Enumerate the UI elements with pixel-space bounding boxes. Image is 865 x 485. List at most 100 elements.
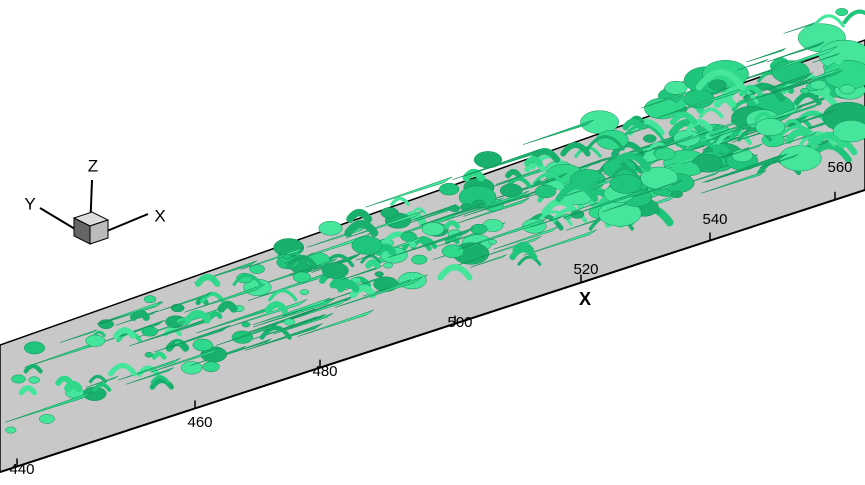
vortex-streak (184, 283, 266, 313)
vortex-streak (4, 391, 93, 423)
vortex-tube (259, 325, 292, 340)
vortex-tube (509, 246, 538, 261)
vortex-isosurfaces (4, 8, 865, 434)
vortex-streak (117, 358, 181, 381)
vortex-streak (463, 191, 536, 217)
vortex-tube (512, 241, 535, 253)
vortex-streak (742, 72, 814, 98)
tick-label: 480 (312, 363, 337, 380)
vortex-blob (202, 361, 220, 373)
vortex-streak (775, 109, 835, 131)
vortex-blob (640, 166, 679, 190)
vortex-tube (524, 160, 547, 173)
vortex-streak (240, 247, 304, 270)
vortex-tube (608, 152, 652, 172)
vortex-streak (523, 119, 594, 145)
vortex-streak (657, 87, 745, 119)
vortex-tube (217, 300, 238, 313)
vortex-blob (192, 338, 213, 352)
vortex-streak (747, 46, 838, 78)
vortex-streak (297, 309, 374, 337)
vortex-blob (318, 220, 343, 236)
vortex-blob (283, 318, 296, 326)
vortex-blob (321, 262, 349, 279)
vortex-tube (793, 92, 822, 106)
vortex-tube (812, 14, 845, 28)
vortex-blob (839, 84, 856, 95)
vortex-tube (773, 125, 822, 144)
vortex-streak (452, 149, 540, 180)
vortex-blob (383, 262, 394, 269)
axis-label: X (579, 289, 591, 309)
tick-label: 500 (447, 314, 472, 331)
vortex-tube (842, 9, 865, 25)
vortex-tube (346, 208, 373, 223)
vortex-tube (517, 255, 542, 266)
vortex-tube (55, 375, 74, 386)
vortex-tube (149, 377, 174, 390)
vortex-tube (390, 196, 410, 206)
triad-x-label: X (154, 206, 165, 225)
vortex-tube (533, 180, 546, 187)
vortex-blob (609, 174, 642, 194)
vortex-tube (129, 309, 150, 321)
vortex-tube (344, 219, 379, 237)
vortex-tube (698, 107, 724, 119)
vortex-blob (778, 145, 822, 172)
vortex-streak (721, 143, 763, 159)
vortex-tube (784, 128, 816, 144)
vortex-tube (18, 385, 37, 396)
vortex-streak (584, 153, 621, 167)
vortex-streak (737, 59, 768, 71)
vortex-streak (493, 226, 559, 250)
vortex-streak (252, 297, 331, 326)
vortex-blob (499, 183, 523, 198)
vortex-streak (97, 301, 162, 325)
tick-label: 540 (702, 211, 727, 228)
vortex-streak (759, 153, 799, 168)
vortex-tube (374, 243, 397, 256)
vortex-streak (155, 292, 212, 313)
triad: Z X Y (24, 156, 166, 245)
vortex-blob (488, 239, 497, 245)
vortex-tube (437, 264, 473, 281)
vortex-tube (560, 142, 591, 157)
vortex-streak (125, 367, 174, 385)
vortex-blob (670, 190, 683, 199)
vortex-blob (683, 89, 715, 109)
vortex-blob (654, 147, 676, 161)
vortex-tube (695, 69, 746, 91)
vortex-tube (411, 207, 427, 215)
vortex-streak (779, 132, 817, 146)
tick-label: 440 (9, 461, 34, 478)
vortex-streak (766, 41, 825, 63)
vortex-tube (754, 111, 774, 122)
vortex-streak (283, 313, 326, 330)
vortex-blob (282, 253, 292, 260)
vortex-tube (668, 118, 707, 137)
vortex-blob (448, 204, 461, 212)
vortex-streak (633, 179, 683, 198)
vortex-blob (411, 254, 428, 265)
vortex-tube (444, 236, 460, 245)
vortex-tube (232, 273, 263, 286)
vortex-tube (113, 327, 136, 339)
vortex-blob (24, 341, 46, 355)
vortex-blob (534, 184, 557, 199)
vortex-blob (292, 271, 311, 283)
axis-line (0, 189, 865, 473)
vortex-tube (108, 362, 137, 377)
vortex-tube (200, 291, 225, 304)
vortex-tube (194, 274, 221, 287)
vortex-streak (225, 338, 272, 356)
vortex-tube (585, 135, 625, 151)
vortex-streak (369, 212, 459, 245)
vortex-tube (712, 144, 730, 155)
vortex-blob (28, 376, 40, 384)
vortex-tube (444, 220, 461, 230)
vortex-blob (374, 271, 384, 277)
vortex-blob (799, 87, 810, 94)
vortex-tube (151, 351, 167, 360)
